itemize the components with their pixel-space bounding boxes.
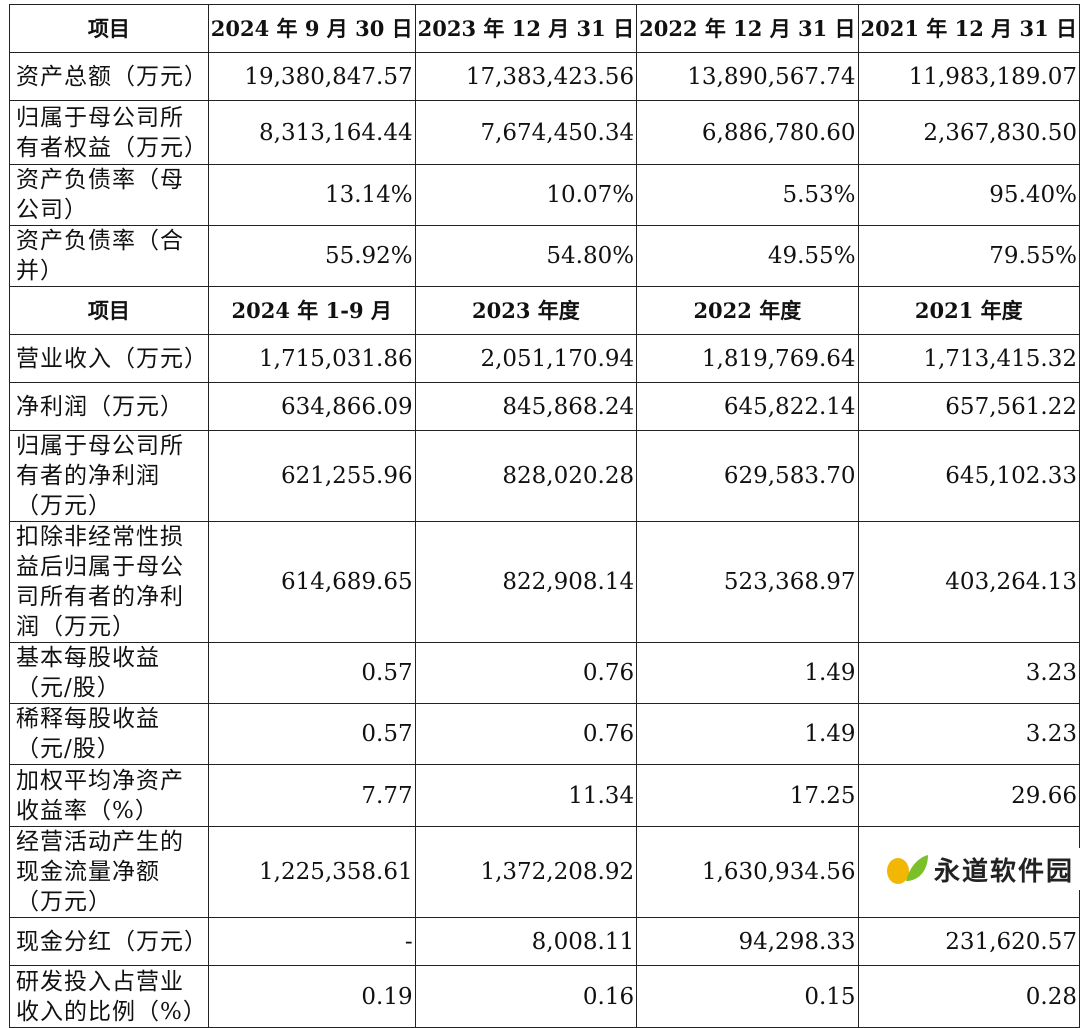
cell-value: 29.66 [857, 764, 1080, 827]
cell-value: - [207, 917, 416, 966]
cell-value: 828,020.28 [414, 430, 638, 522]
row-label: 稀释每股收益（元/股） [9, 703, 209, 765]
cell-value: 49.55% [636, 225, 859, 287]
cell-value: 0.76 [414, 703, 638, 765]
row-label: 资产负债率（合并） [9, 225, 209, 287]
cell-value: 231,620.57 [857, 917, 1080, 966]
table-row: 归属于母公司所有者权益（万元） 8,313,164.44 7,674,450.3… [9, 100, 1080, 165]
cell-value: 11,983,189.07 [857, 52, 1080, 101]
watermark-text: 永道软件园 [934, 856, 1075, 887]
cell-value: 54.80% [414, 225, 638, 287]
cell-value: 3.23 [857, 642, 1080, 704]
header-cell-2022-12-31: 2022 年 12 月 31 日 [636, 4, 859, 53]
cell-value: 3.23 [857, 703, 1080, 765]
cell-value: 1,715,031.86 [207, 334, 416, 383]
cell-value: 17,383,423.56 [414, 52, 638, 101]
row-label: 现金分红（万元） [9, 917, 209, 966]
cell-value: 1,372,208.92 [414, 826, 638, 918]
cell-value: 1.49 [636, 642, 859, 704]
table-row: 资产负债率（母公司） 13.14% 10.07% 5.53% 95.40% [9, 164, 1080, 226]
cell-value: 0.76 [414, 642, 638, 704]
row-label: 净利润（万元） [9, 382, 209, 431]
table-row: 扣除非经常性损益后归属于母公司所有者的净利润（万元） 614,689.65 82… [9, 521, 1080, 643]
cell-value: 0.28 [857, 965, 1080, 1028]
cell-value: 7,674,450.34 [414, 100, 638, 165]
row-label: 营业收入（万元） [9, 334, 209, 383]
header-cell-2021: 2021 年度 [857, 286, 1080, 335]
cell-value: 55.92% [207, 225, 416, 287]
cell-value: 79.55% [857, 225, 1080, 287]
row-label: 归属于母公司所有者的净利润（万元） [9, 430, 209, 522]
cell-value: 19,380,847.57 [207, 52, 416, 101]
cell-value: 13.14% [207, 164, 416, 226]
cell-value: 1,630,934.56 [636, 826, 859, 918]
header-cell-2021-12-31: 2021 年 12 月 31 日 [857, 4, 1080, 53]
cell-value: 0.57 [207, 642, 416, 704]
table-row: 营业收入（万元） 1,715,031.86 2,051,170.94 1,819… [9, 334, 1080, 383]
cell-value: 403,264.13 [857, 521, 1080, 643]
header-row-balance: 项目 2024 年 9 月 30 日 2023 年 12 月 31 日 2022… [9, 4, 1080, 53]
row-label: 经营活动产生的现金流量净额（万元） [9, 826, 209, 918]
row-label: 归属于母公司所有者权益（万元） [9, 100, 209, 165]
table-row: 基本每股收益（元/股） 0.57 0.76 1.49 3.23 [9, 642, 1080, 704]
header-cell-2022: 2022 年度 [636, 286, 859, 335]
financial-table: 项目 2024 年 9 月 30 日 2023 年 12 月 31 日 2022… [9, 4, 1080, 1028]
table-row: 归属于母公司所有者的净利润（万元） 621,255.96 828,020.28 … [9, 430, 1080, 522]
cell-value: 621,255.96 [207, 430, 416, 522]
cell-value: 1,819,769.64 [636, 334, 859, 383]
cell-value: 645,822.14 [636, 382, 859, 431]
row-label: 基本每股收益（元/股） [9, 642, 209, 704]
cell-value: 822,908.14 [414, 521, 638, 643]
cell-value: 657,561.22 [857, 382, 1080, 431]
table-row: 资产负债率（合并） 55.92% 54.80% 49.55% 79.55% [9, 225, 1080, 287]
cell-value: 0.15 [636, 965, 859, 1028]
row-label: 加权平均净资产收益率（%） [9, 764, 209, 827]
table-row: 加权平均净资产收益率（%） 7.77 11.34 17.25 29.66 [9, 764, 1080, 827]
cell-value: 1.49 [636, 703, 859, 765]
leaf-logo-icon [887, 855, 928, 884]
cell-value: 10.07% [414, 164, 638, 226]
row-label: 研发投入占营业收入的比例（%） [9, 965, 209, 1028]
cell-value: 8,008.11 [414, 917, 638, 966]
cell-value: 1,713,415.32 [857, 334, 1080, 383]
cell-value: 614,689.65 [207, 521, 416, 643]
table-row: 资产总额（万元） 19,380,847.57 17,383,423.56 13,… [9, 52, 1080, 101]
cell-value: 2,051,170.94 [414, 334, 638, 383]
cell-value: 6,886,780.60 [636, 100, 859, 165]
cell-value: 5.53% [636, 164, 859, 226]
cell-value: 7.77 [207, 764, 416, 827]
cell-value: 95.40% [857, 164, 1080, 226]
cell-value: 629,583.70 [636, 430, 859, 522]
cell-value: 1,225,358.61 [207, 826, 416, 918]
table-row: 现金分红（万元） - 8,008.11 94,298.33 231,620.57 [9, 917, 1080, 966]
cell-value: 17.25 [636, 764, 859, 827]
watermark-logo: 永道软件园 [882, 848, 1080, 890]
header-cell-2023-12-31: 2023 年 12 月 31 日 [414, 4, 638, 53]
cell-value: 634,866.09 [207, 382, 416, 431]
cell-value: 0.16 [414, 965, 638, 1028]
header-cell-item: 项目 [9, 286, 209, 335]
table-row: 稀释每股收益（元/股） 0.57 0.76 1.49 3.23 [9, 703, 1080, 765]
header-cell-item: 项目 [9, 4, 209, 53]
cell-value: 13,890,567.74 [636, 52, 859, 101]
row-label: 资产总额（万元） [9, 52, 209, 101]
table-row: 研发投入占营业收入的比例（%） 0.19 0.16 0.15 0.28 [9, 965, 1080, 1028]
cell-value: 0.19 [207, 965, 416, 1028]
cell-value: 94,298.33 [636, 917, 859, 966]
header-cell-2023: 2023 年度 [414, 286, 638, 335]
header-row-income: 项目 2024 年 1-9 月 2023 年度 2022 年度 2021 年度 [9, 286, 1080, 335]
cell-value: 523,368.97 [636, 521, 859, 643]
header-cell-2024-1-9: 2024 年 1-9 月 [207, 286, 416, 335]
cell-value: 2,367,830.50 [857, 100, 1080, 165]
cell-value: 8,313,164.44 [207, 100, 416, 165]
cell-value: 0.57 [207, 703, 416, 765]
row-label: 资产负债率（母公司） [9, 164, 209, 226]
header-cell-2024-09-30: 2024 年 9 月 30 日 [207, 4, 416, 53]
cell-value: 11.34 [414, 764, 638, 827]
row-label: 扣除非经常性损益后归属于母公司所有者的净利润（万元） [9, 521, 209, 643]
cell-value: 845,868.24 [414, 382, 638, 431]
table-row: 净利润（万元） 634,866.09 845,868.24 645,822.14… [9, 382, 1080, 431]
cell-value: 645,102.33 [857, 430, 1080, 522]
